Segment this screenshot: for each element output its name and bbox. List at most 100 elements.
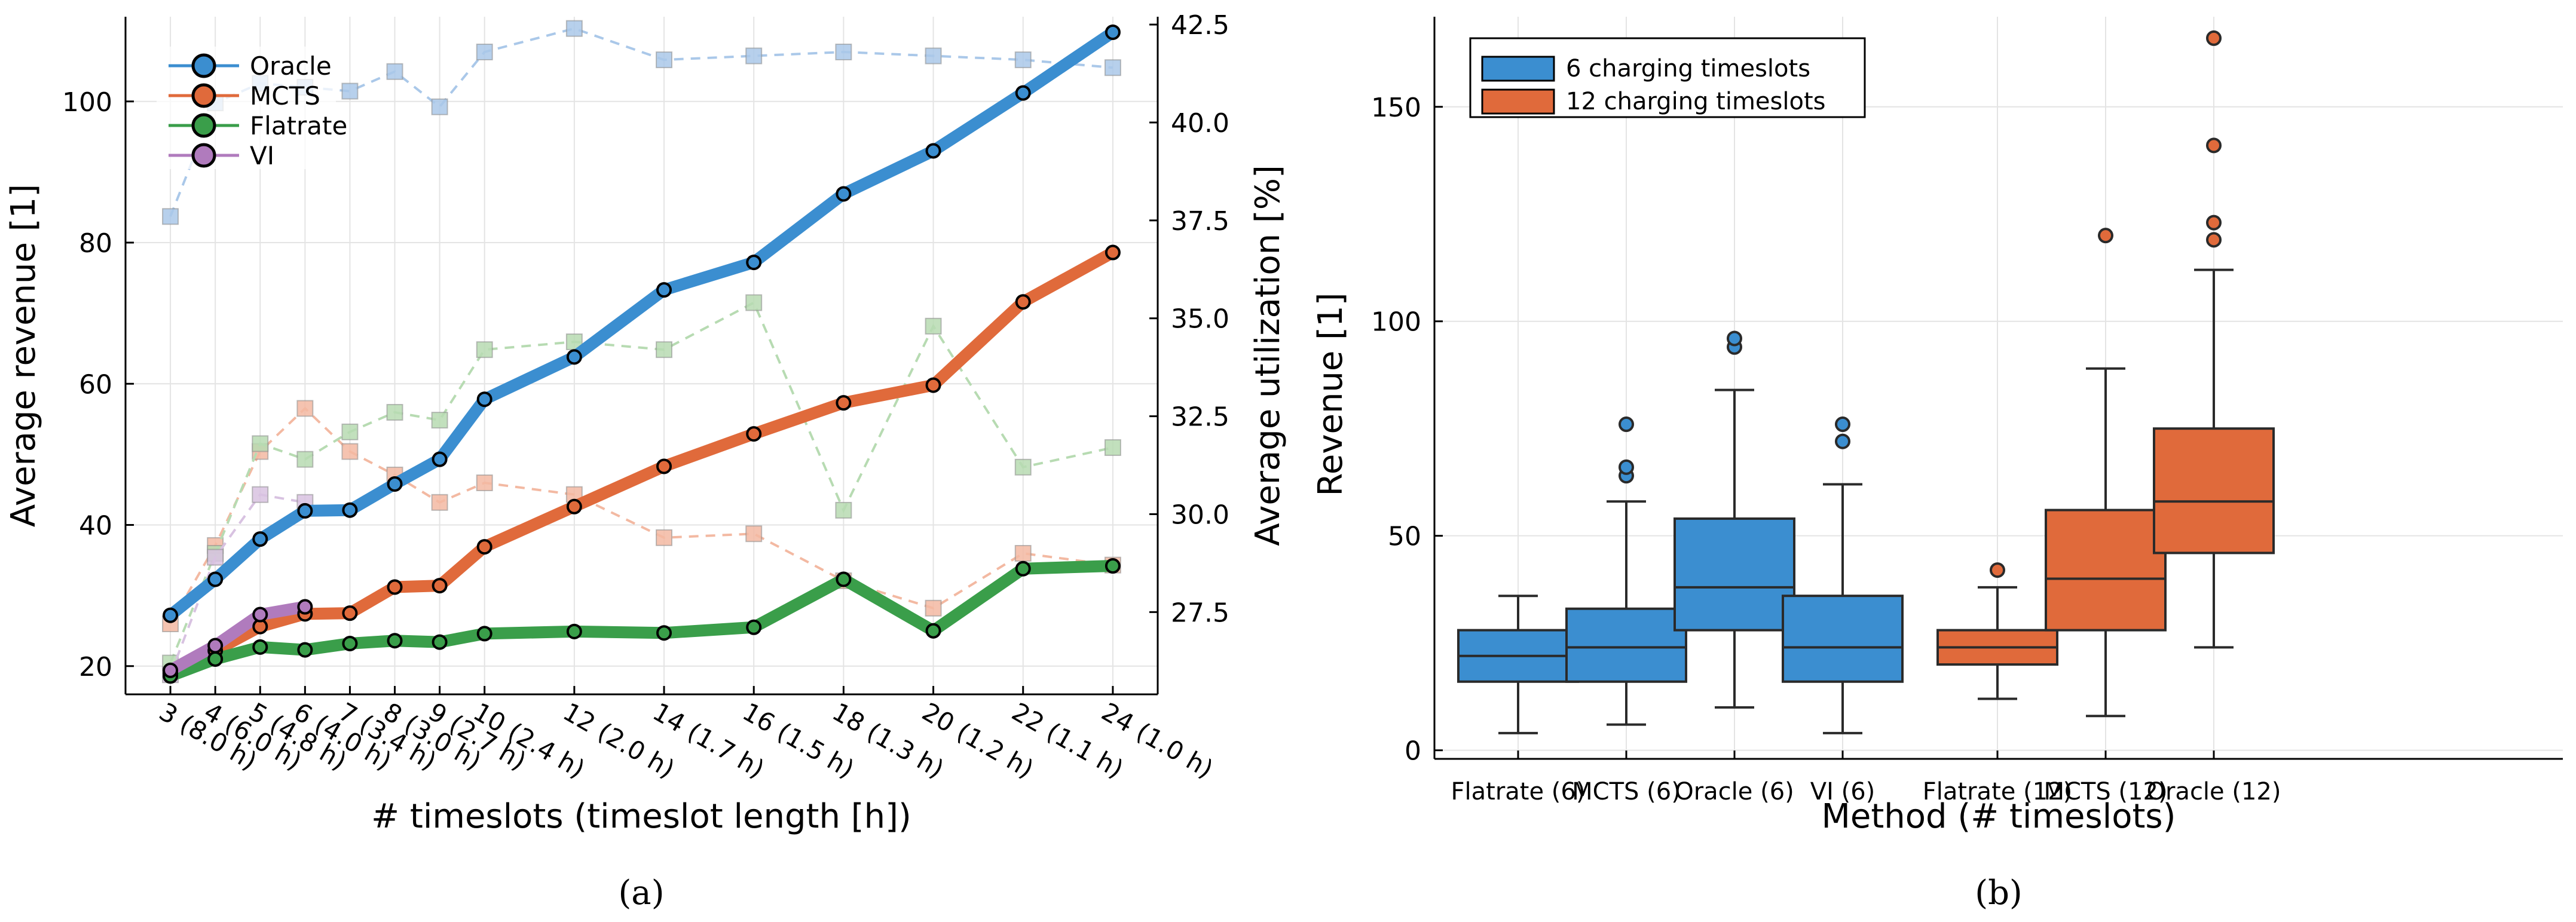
revenue-point-flatrate xyxy=(342,635,358,651)
revenue-point-mcts xyxy=(1105,244,1121,261)
box-body xyxy=(1782,595,1904,683)
panel-a-x-label: # timeslots (timeslot length [h]) xyxy=(371,797,911,836)
box-body xyxy=(2153,427,2275,555)
utilization-point-flatrate xyxy=(656,341,673,359)
y-tick-label: 60 xyxy=(79,369,112,400)
revenue-point-flatrate xyxy=(1015,560,1031,577)
revenue-point-vi xyxy=(207,638,224,654)
y-tick-label: 100 xyxy=(1371,307,1421,338)
utilization-point-mcts xyxy=(341,443,359,460)
revenue-point-flatrate xyxy=(1105,558,1121,574)
panel-b-legend: 6 charging timeslots 12 charging timeslot… xyxy=(1469,37,1866,118)
utilization-point-oracle xyxy=(835,43,852,60)
legend-marker-vi xyxy=(191,143,216,168)
utilization-point-oracle xyxy=(1104,59,1121,76)
utilization-point-flatrate xyxy=(341,423,359,440)
box-body xyxy=(2045,509,2167,632)
box-body xyxy=(1565,607,1687,683)
utilization-point-flatrate xyxy=(431,412,448,429)
revenue-point-flatrate xyxy=(387,633,403,649)
revenue-point-oracle xyxy=(925,143,941,159)
x-tick-label: VI (6) xyxy=(1810,778,1876,805)
utilization-point-oracle xyxy=(656,51,673,69)
panel-a-caption: (a) xyxy=(618,874,664,912)
y2-tick-label: 27.5 xyxy=(1171,598,1229,628)
revenue-point-flatrate xyxy=(207,651,224,667)
revenue-point-mcts xyxy=(432,578,448,594)
y2-tick-label: 37.5 xyxy=(1171,206,1229,237)
legend-label: 12 charging timeslots xyxy=(1566,88,1826,115)
utilization-point-vi xyxy=(207,549,224,566)
y-tick-label: 150 xyxy=(1371,93,1421,123)
y-tick-label: 50 xyxy=(1388,522,1421,552)
y-tick-label: 0 xyxy=(1405,736,1421,767)
utilization-point-oracle xyxy=(431,98,448,115)
utilization-point-flatrate xyxy=(925,317,942,335)
box-body xyxy=(1674,517,1795,632)
y-tick-label: 100 xyxy=(62,87,112,118)
revenue-point-flatrate xyxy=(836,571,852,587)
utilization-point-flatrate xyxy=(835,501,852,519)
revenue-point-flatrate xyxy=(297,642,313,658)
revenue-point-oracle xyxy=(252,531,268,547)
revenue-point-oracle xyxy=(476,391,492,408)
utilization-point-oracle xyxy=(565,20,583,37)
utilization-point-mcts xyxy=(745,525,763,543)
y2-tick-label: 42.5 xyxy=(1171,10,1229,41)
revenue-point-oracle xyxy=(566,349,582,365)
utilization-point-vi xyxy=(252,486,269,503)
box-outlier xyxy=(1835,433,1850,449)
revenue-point-mcts xyxy=(476,539,492,555)
y2-tick-label: 32.5 xyxy=(1171,402,1229,433)
utilization-point-oracle xyxy=(745,47,763,65)
revenue-point-oracle xyxy=(1015,85,1031,101)
revenue-point-oracle xyxy=(1105,24,1121,40)
utilization-point-mcts xyxy=(431,494,448,511)
utilization-point-flatrate xyxy=(1104,439,1121,457)
revenue-line-vi xyxy=(164,601,311,676)
utilization-point-mcts xyxy=(925,599,942,617)
utilization-point-mcts xyxy=(476,474,493,492)
revenue-point-oracle xyxy=(297,503,313,519)
box-outlier xyxy=(2206,137,2222,154)
utilization-point-flatrate xyxy=(386,404,403,421)
revenue-point-oracle xyxy=(207,571,224,587)
box-outlier xyxy=(1990,562,2005,578)
utilization-point-oracle xyxy=(162,208,179,225)
revenue-point-flatrate xyxy=(566,623,582,639)
panel-a-revenue-series xyxy=(163,24,1121,684)
utilization-point-oracle xyxy=(341,82,359,100)
revenue-point-flatrate xyxy=(432,634,448,650)
panel-b-ticks: 0 50 100 150 Flatrate (6)MCTS (6)Oracle (6) V… xyxy=(1371,93,2281,805)
revenue-point-mcts xyxy=(387,579,403,595)
legend-label-flatrate: Flatrate xyxy=(250,111,347,140)
utilization-point-flatrate xyxy=(476,341,493,359)
panel-b-x-label: Method (# timeslots) xyxy=(1822,797,2176,836)
utilization-point-oracle xyxy=(476,43,493,60)
panel-b-caption: (b) xyxy=(1975,874,2023,912)
revenue-point-mcts xyxy=(836,395,852,411)
x-tick-label: MCTS (12) xyxy=(2043,778,2167,805)
revenue-point-flatrate xyxy=(252,639,268,655)
revenue-point-mcts xyxy=(746,426,762,442)
legend-marker-flatrate xyxy=(191,113,216,138)
y2-tick-label: 40.0 xyxy=(1171,108,1229,139)
revenue-point-vi xyxy=(163,662,179,678)
revenue-point-oracle xyxy=(387,476,403,492)
legend-label-oracle: Oracle xyxy=(250,51,332,81)
y-tick-label: 20 xyxy=(79,652,112,682)
revenue-point-vi xyxy=(252,607,268,623)
legend-marker-mcts xyxy=(191,83,216,108)
x-tick-label: MCTS (6) xyxy=(1572,778,1681,805)
revenue-point-oracle xyxy=(432,451,448,467)
revenue-point-mcts xyxy=(342,605,358,621)
utilization-line-vi xyxy=(169,493,305,675)
revenue-point-flatrate xyxy=(925,623,941,639)
x-tick-label: Oracle (6) xyxy=(1675,778,1794,805)
box-outlier xyxy=(1727,330,1742,347)
utilization-point-mcts xyxy=(296,400,314,417)
utilization-point-oracle xyxy=(386,63,403,80)
legend-label: 6 charging timeslots xyxy=(1566,55,1810,82)
revenue-point-flatrate xyxy=(476,626,492,642)
utilization-point-mcts xyxy=(656,529,673,546)
